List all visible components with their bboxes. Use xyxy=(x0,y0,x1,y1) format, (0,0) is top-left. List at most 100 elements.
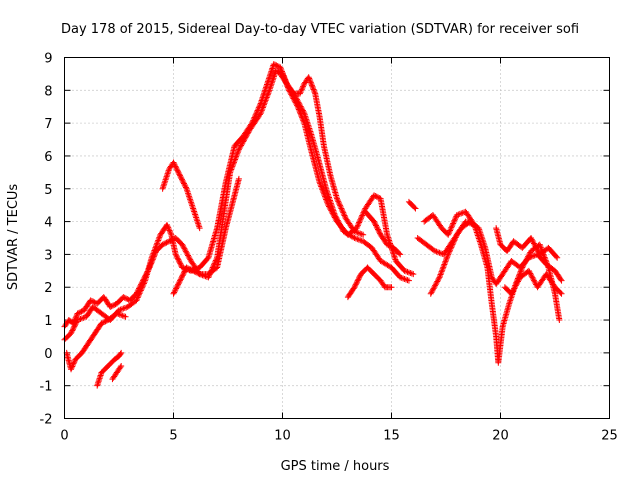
data-point xyxy=(471,221,478,228)
data-point xyxy=(336,201,343,208)
data-point xyxy=(525,252,532,259)
data-point xyxy=(184,251,191,258)
data-point xyxy=(430,247,437,254)
data-point xyxy=(140,280,147,287)
data-point xyxy=(249,118,256,125)
x-tick-label: 5 xyxy=(169,429,177,444)
data-point xyxy=(355,276,362,283)
data-point xyxy=(354,229,361,236)
series-pass-15 xyxy=(493,225,561,261)
data-point xyxy=(166,238,173,245)
data-point xyxy=(341,212,348,219)
series-pass-6 xyxy=(63,310,129,373)
data-point xyxy=(191,268,198,275)
data-point xyxy=(372,221,379,228)
data-point xyxy=(248,120,255,127)
data-point xyxy=(173,254,180,261)
data-point xyxy=(299,107,306,114)
data-point xyxy=(299,106,306,113)
data-point xyxy=(354,278,361,285)
data-point xyxy=(298,87,305,94)
data-point xyxy=(171,162,178,169)
data-point xyxy=(434,278,441,285)
data-point xyxy=(176,171,183,178)
data-point xyxy=(357,215,364,222)
data-point xyxy=(358,213,365,220)
data-point xyxy=(439,267,446,274)
data-point xyxy=(277,64,284,71)
data-point xyxy=(513,281,520,288)
series-pass-13 xyxy=(427,218,563,366)
data-point xyxy=(194,269,201,276)
data-point xyxy=(180,179,187,186)
data-point xyxy=(166,227,173,234)
data-point xyxy=(447,245,454,252)
data-point xyxy=(253,110,260,117)
data-point xyxy=(404,277,411,284)
data-point xyxy=(453,233,460,240)
data-point xyxy=(141,279,148,286)
data-point xyxy=(123,304,130,311)
data-point xyxy=(135,293,142,300)
data-point xyxy=(507,297,514,304)
data-point xyxy=(177,173,184,180)
data-point xyxy=(355,230,362,237)
series-pass-16 xyxy=(501,267,565,297)
data-point xyxy=(162,176,169,183)
data-point xyxy=(171,289,178,296)
data-point xyxy=(163,173,170,180)
data-point xyxy=(396,250,403,257)
grid xyxy=(64,57,610,419)
data-point xyxy=(335,218,342,225)
series-pass-7 xyxy=(94,349,125,389)
data-point xyxy=(333,214,340,221)
data-point xyxy=(428,289,435,296)
data-point xyxy=(155,236,162,243)
data-point xyxy=(511,285,518,292)
data-point xyxy=(386,242,393,249)
data-point xyxy=(339,208,346,215)
data-point xyxy=(176,278,183,285)
series-pass-5 xyxy=(277,70,367,238)
data-point xyxy=(175,257,182,264)
data-point xyxy=(78,315,85,322)
data-point xyxy=(88,298,95,305)
data-point xyxy=(164,238,171,245)
data-point xyxy=(113,310,120,317)
data-point xyxy=(354,222,361,229)
data-point xyxy=(541,254,548,261)
data-point xyxy=(371,218,378,225)
data-point xyxy=(175,168,182,175)
data-point xyxy=(397,274,404,281)
data-point xyxy=(192,213,199,220)
data-point xyxy=(452,214,459,221)
data-point xyxy=(118,312,125,319)
data-point xyxy=(117,350,124,357)
data-point xyxy=(179,272,186,279)
data-point xyxy=(331,212,338,219)
y-tick-label: 0 xyxy=(44,347,52,362)
data-point xyxy=(450,240,457,247)
data-point xyxy=(441,261,448,268)
data-point xyxy=(160,184,167,191)
data-point xyxy=(253,108,260,115)
data-point xyxy=(256,103,263,110)
data-point xyxy=(163,221,170,228)
data-point xyxy=(317,180,324,187)
data-point xyxy=(68,364,75,371)
data-point xyxy=(528,236,535,243)
series-pass-4 xyxy=(170,175,242,297)
data-point xyxy=(385,242,392,249)
data-point xyxy=(75,309,82,316)
data-point xyxy=(173,166,180,173)
data-point xyxy=(353,225,360,232)
data-point xyxy=(69,362,76,369)
data-point xyxy=(526,269,533,276)
data-point xyxy=(167,228,174,235)
data-point xyxy=(528,273,535,280)
data-point xyxy=(80,314,87,321)
data-point xyxy=(337,204,344,211)
data-point xyxy=(235,146,242,153)
data-point xyxy=(189,202,196,209)
data-point xyxy=(236,145,243,152)
